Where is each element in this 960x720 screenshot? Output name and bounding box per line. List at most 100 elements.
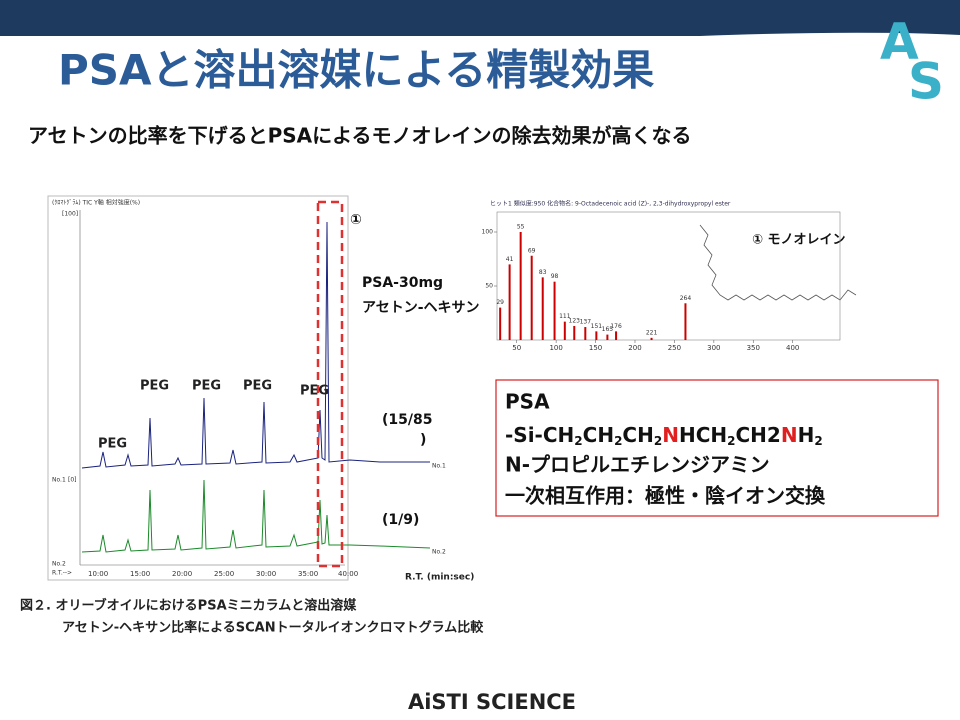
- ratio-2: (1/9): [382, 512, 419, 528]
- peg-label: PEG: [300, 384, 329, 399]
- peak-label: 221: [646, 329, 658, 336]
- peak: [499, 307, 502, 340]
- formula-n: N: [662, 423, 679, 447]
- chrom-top: [100]: [62, 211, 78, 218]
- peak: [606, 334, 609, 340]
- marker: ①: [350, 212, 362, 228]
- psa-box: PSA -Si-CH2CH2CH2NHCH2CH2NH2 N-プロピルエチレンジ…: [495, 379, 939, 517]
- formula-sub: 2: [614, 434, 622, 448]
- time-tick: 35:00: [298, 570, 318, 578]
- x-tick-label: 400: [786, 344, 799, 352]
- peak-label: 41: [506, 256, 514, 263]
- time-tick: 25:00: [214, 570, 234, 578]
- trace-1-tag: No.1: [432, 463, 446, 470]
- formula-sub: 2: [654, 434, 662, 448]
- y-tick-label: 100: [482, 229, 494, 236]
- peak-label: 151: [591, 323, 603, 330]
- compound-label: ① モノオレイン: [752, 233, 846, 248]
- peak-label: 176: [610, 323, 622, 330]
- rt-arrow: R.T.-->: [52, 570, 72, 577]
- peak: [615, 331, 618, 340]
- peak: [553, 281, 556, 340]
- x-tick-label: 350: [747, 344, 760, 352]
- formula-sub: 2: [727, 434, 735, 448]
- time-tick: 20:00: [172, 570, 192, 578]
- peak: [530, 255, 533, 340]
- trace-2-tag: No.2: [432, 549, 446, 556]
- psa-title: PSA: [505, 390, 550, 414]
- peak-label: 69: [528, 247, 536, 254]
- trace-2: [81, 479, 431, 553]
- peak: [650, 337, 653, 340]
- peak: [508, 264, 511, 340]
- peak-label: 165: [602, 326, 614, 333]
- y-tick-label: 50: [485, 283, 493, 290]
- psa-formula: -Si-CH2CH2CH2NHCH2CH2NH2: [505, 423, 823, 448]
- psa-frame: [495, 379, 939, 517]
- psa-name: N-プロピルエチレンジアミン: [505, 453, 770, 477]
- chromatogram: (ｸﾛﾏﾄｸﾞﾗﾑ) TIC Y軸 相対強度(%) [100] No.1 [0]…: [20, 195, 484, 636]
- column: PSA-30mg: [362, 275, 443, 291]
- peak: [519, 232, 522, 340]
- formula-part: CH: [583, 423, 614, 447]
- solvent: アセトン-ヘキサン: [362, 300, 480, 316]
- peak: [573, 325, 576, 340]
- footer-logo: AiSTI SCIENCE: [408, 690, 576, 714]
- structure: [699, 224, 857, 301]
- peak-label: 29: [496, 299, 504, 306]
- run-2: No.2: [52, 561, 66, 568]
- logo-a: A: [880, 13, 919, 71]
- peak: [595, 331, 598, 340]
- x-tick-label: 250: [668, 344, 681, 352]
- x-tick-label: 150: [589, 344, 602, 352]
- formula-sub: 2: [814, 434, 822, 448]
- x-tick-label: 50: [512, 344, 521, 352]
- peak: [684, 303, 687, 340]
- peg-label: PEG: [192, 379, 221, 394]
- peak-label: 83: [539, 269, 547, 276]
- peak-label: 264: [680, 295, 692, 302]
- trace-1: [81, 221, 430, 469]
- peak-label: 111: [559, 313, 571, 320]
- time-axis-label: R.T. (min:sec): [405, 573, 474, 583]
- chromatogram-frame: [47, 195, 349, 581]
- caption: アセトン-ヘキサン比率によるSCANトータルイオンクロマトグラム比較: [62, 620, 484, 636]
- peg-label: PEG: [243, 379, 272, 394]
- subtitle: アセトンの比率を下げるとPSAによるモノオレインの除去効果が高くなる: [28, 124, 692, 148]
- peak-label: 98: [551, 273, 559, 280]
- time-tick: 30:00: [256, 570, 276, 578]
- formula-part: CH2: [735, 423, 780, 447]
- ratio-1: (15/85: [382, 412, 432, 428]
- logo-s: S: [908, 53, 944, 111]
- chrom-header: (ｸﾛﾏﾄｸﾞﾗﾑ) TIC Y軸 相対強度(%): [52, 199, 140, 207]
- ratio-1-close: ): [420, 432, 426, 448]
- caption: 図２. オリーブオイルにおけるPSAミニカラムと溶出溶媒: [20, 598, 357, 614]
- formula-part: HCH: [679, 423, 727, 447]
- peak: [541, 277, 544, 340]
- x-tick-label: 200: [628, 344, 641, 352]
- x-tick-label: 300: [707, 344, 720, 352]
- peak: [563, 321, 566, 340]
- spectrum-title: ヒット1 類似度:950 化合物名: 9-Octadecenoic acid (…: [490, 200, 731, 208]
- top-banner: [0, 0, 960, 36]
- spectrum-frame: [496, 211, 841, 341]
- x-tick-label: 100: [549, 344, 562, 352]
- time-tick: 15:00: [130, 570, 150, 578]
- time-tick: 10:00: [88, 570, 108, 578]
- formula-sub: 2: [574, 434, 582, 448]
- peak-label: 123: [569, 317, 581, 324]
- run-1: No.1: [52, 477, 66, 484]
- formula-part: CH: [622, 423, 653, 447]
- time-tick: 40:00: [338, 570, 358, 578]
- formula-part: H: [798, 423, 815, 447]
- peg-label: PEG: [98, 437, 127, 452]
- mass-spectrum: ヒット1 類似度:950 化合物名: 9-Octadecenoic acid (…: [490, 200, 857, 301]
- peak: [584, 327, 587, 340]
- formula-n: N: [781, 423, 798, 447]
- psa-interaction: 一次相互作用：極性・陰イオン交換: [505, 484, 826, 508]
- formula-part: -Si-CH: [505, 423, 574, 447]
- chrom-zero: [0]: [68, 477, 77, 484]
- peg-label: PEG: [140, 379, 169, 394]
- peak-label: 137: [580, 319, 592, 326]
